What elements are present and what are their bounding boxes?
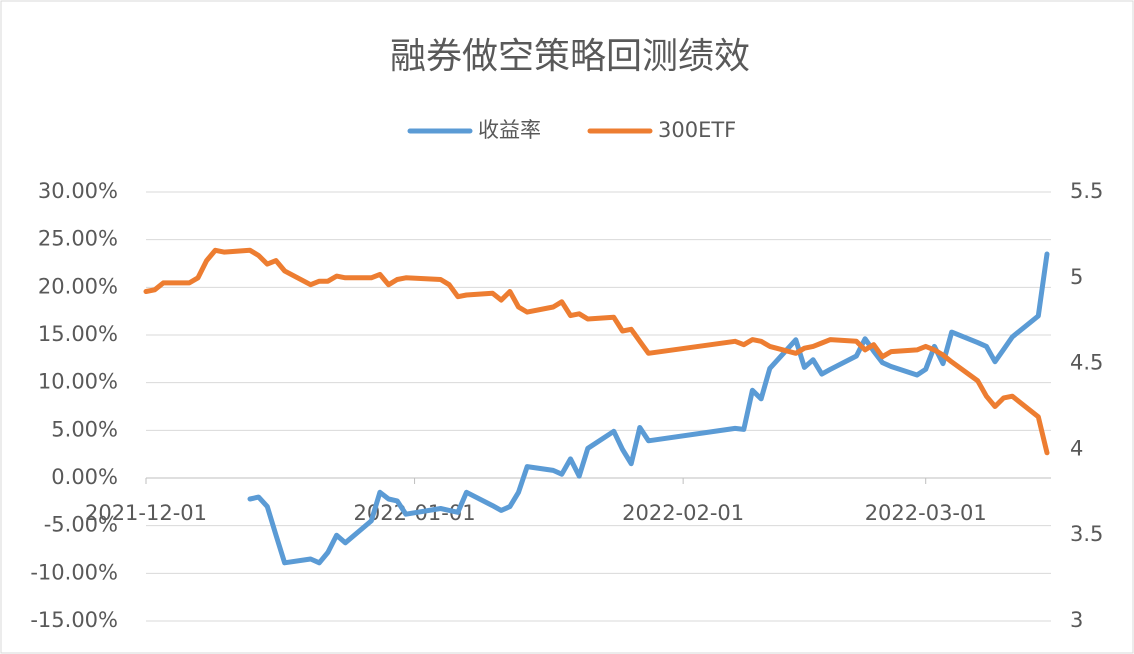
y-tick-label: 25.00% <box>38 227 118 251</box>
chart-title: 融券做空策略回测绩效 <box>390 36 750 77</box>
x-tick-label: 2022-02-01 <box>622 501 744 525</box>
y-tick-label: 15.00% <box>38 322 118 346</box>
y2-tick-label: 4.5 <box>1070 351 1103 375</box>
y-tick-label: 10.00% <box>38 370 118 394</box>
line-series <box>247 251 1050 566</box>
y-tick-label: 5.00% <box>51 417 118 441</box>
line-series <box>143 247 1050 456</box>
y-tick-label: 0.00% <box>51 465 118 489</box>
y2-tick-label: 5 <box>1070 265 1083 289</box>
y-tick-label: -5.00% <box>44 513 118 537</box>
y2-tick-label: 5.5 <box>1070 179 1103 203</box>
y-tick-label: 20.00% <box>38 274 118 298</box>
y-tick-label: -15.00% <box>30 608 118 632</box>
x-tick-label: 2022-03-01 <box>865 501 987 525</box>
y2-tick-label: 4 <box>1070 436 1083 460</box>
legend-label: 300ETF <box>658 118 736 142</box>
y-tick-label: -10.00% <box>30 560 118 584</box>
y2-tick-label: 3 <box>1070 608 1083 632</box>
legend-label: 收益率 <box>478 118 541 142</box>
y2-tick-label: 3.5 <box>1070 522 1103 546</box>
y-tick-label: 30.00% <box>38 179 118 203</box>
x-tick-label: 2021-12-01 <box>85 501 207 525</box>
